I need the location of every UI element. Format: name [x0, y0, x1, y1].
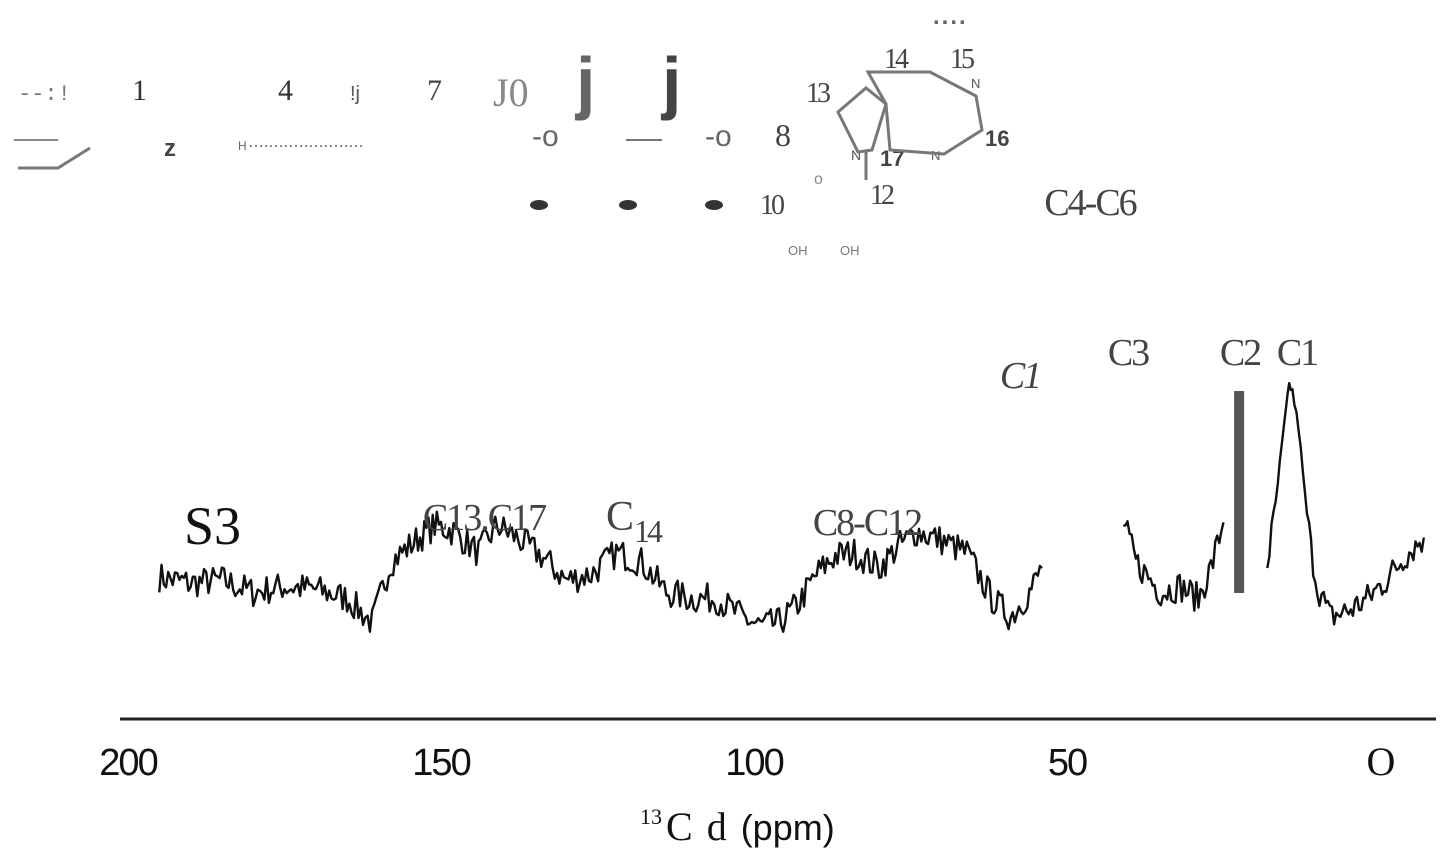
structure-dot [705, 200, 723, 210]
peak-label: C2 [1220, 332, 1260, 374]
peak-labels: C13.C17 C14 C8-C12 C1 C3 C2 C1 C4-C6 [423, 182, 1319, 549]
peak-label-subscript: 14 [634, 513, 663, 549]
structure-number-12: 12 [870, 180, 894, 211]
x-tick-label: 200 [99, 742, 157, 784]
x-tick-labels: 200 150 100 50 O [99, 739, 1396, 784]
peak-label: C14 [606, 494, 663, 549]
structure-number-8: 8 [775, 117, 791, 153]
structure-number-14: 14 [884, 44, 909, 75]
spectrum-trace-segment-3 [1266, 382, 1425, 626]
structure-glyph-o-b: -o [705, 120, 732, 153]
structure-number-10: 10 [760, 190, 784, 221]
structure-atom-n-c: N [851, 147, 861, 163]
c2-reference-bar [1234, 391, 1245, 593]
structure-atom-n-b: N [931, 148, 940, 163]
structure-number-7: 7 [427, 74, 442, 107]
x-axis-label-superscript: 13 [640, 804, 662, 829]
spectrum-plot [158, 382, 1425, 633]
structure-glyph-dashes: --:! [18, 82, 71, 107]
structure-atom-o: o [814, 171, 823, 188]
structure-number-1: 1 [132, 74, 147, 107]
x-tick-label: 50 [1048, 742, 1087, 784]
structure-glyph-j-a: j [574, 43, 595, 121]
structure-dot [530, 200, 548, 210]
x-axis-label-symbol: d [707, 804, 727, 849]
sample-label: S3 [184, 496, 241, 556]
structure-glyph-j0: J0 [493, 70, 529, 115]
spectrum-trace-segment-1 [158, 510, 1043, 633]
peak-label: C4-C6 [1044, 182, 1136, 224]
x-axis-label-unit: (ppm) [741, 807, 835, 848]
structure-bond [18, 146, 91, 170]
peak-label: C13.C17 [423, 497, 546, 539]
x-tick-label: 100 [725, 742, 783, 784]
structure-dot [619, 200, 637, 210]
peak-label: C1 [1277, 332, 1317, 374]
structure-atom-h: H [238, 139, 247, 153]
peak-label: C3 [1108, 332, 1149, 374]
peak-label-main: C [606, 494, 634, 540]
structure-glyph-o-a: -o [532, 120, 559, 153]
spectrum-trace-segment-2 [1123, 520, 1225, 612]
peak-label: C8-C12 [813, 502, 921, 544]
x-axis-label-element: C [666, 804, 693, 849]
structure-atom-oh-b: OH [840, 243, 860, 258]
x-tick-label: O [1367, 739, 1395, 784]
x-tick-label: 150 [412, 742, 470, 784]
structure-glyph-ij: !j [350, 83, 360, 105]
structure-ring [836, 70, 984, 180]
x-axis-label: 13 C d (ppm) [640, 804, 835, 849]
structure-number-15: 15 [950, 44, 974, 75]
structure-number-13: 13 [806, 78, 830, 109]
structure-number-4: 4 [278, 74, 293, 107]
structure-fragment: --:! 1 4 !j 7 J0 j j z H -o -o 8 10 12 O… [14, 3, 1009, 258]
structure-atom-oh-a: OH [788, 243, 808, 258]
structure-atom-n-a: N [971, 76, 980, 91]
structure-glyph-z: z [164, 135, 176, 162]
structure-glyph-j-b: j [660, 43, 681, 121]
peak-label: C1 [1000, 355, 1040, 397]
structure-number-16: 16 [985, 126, 1009, 151]
structure-dots-top: .... [933, 3, 968, 30]
